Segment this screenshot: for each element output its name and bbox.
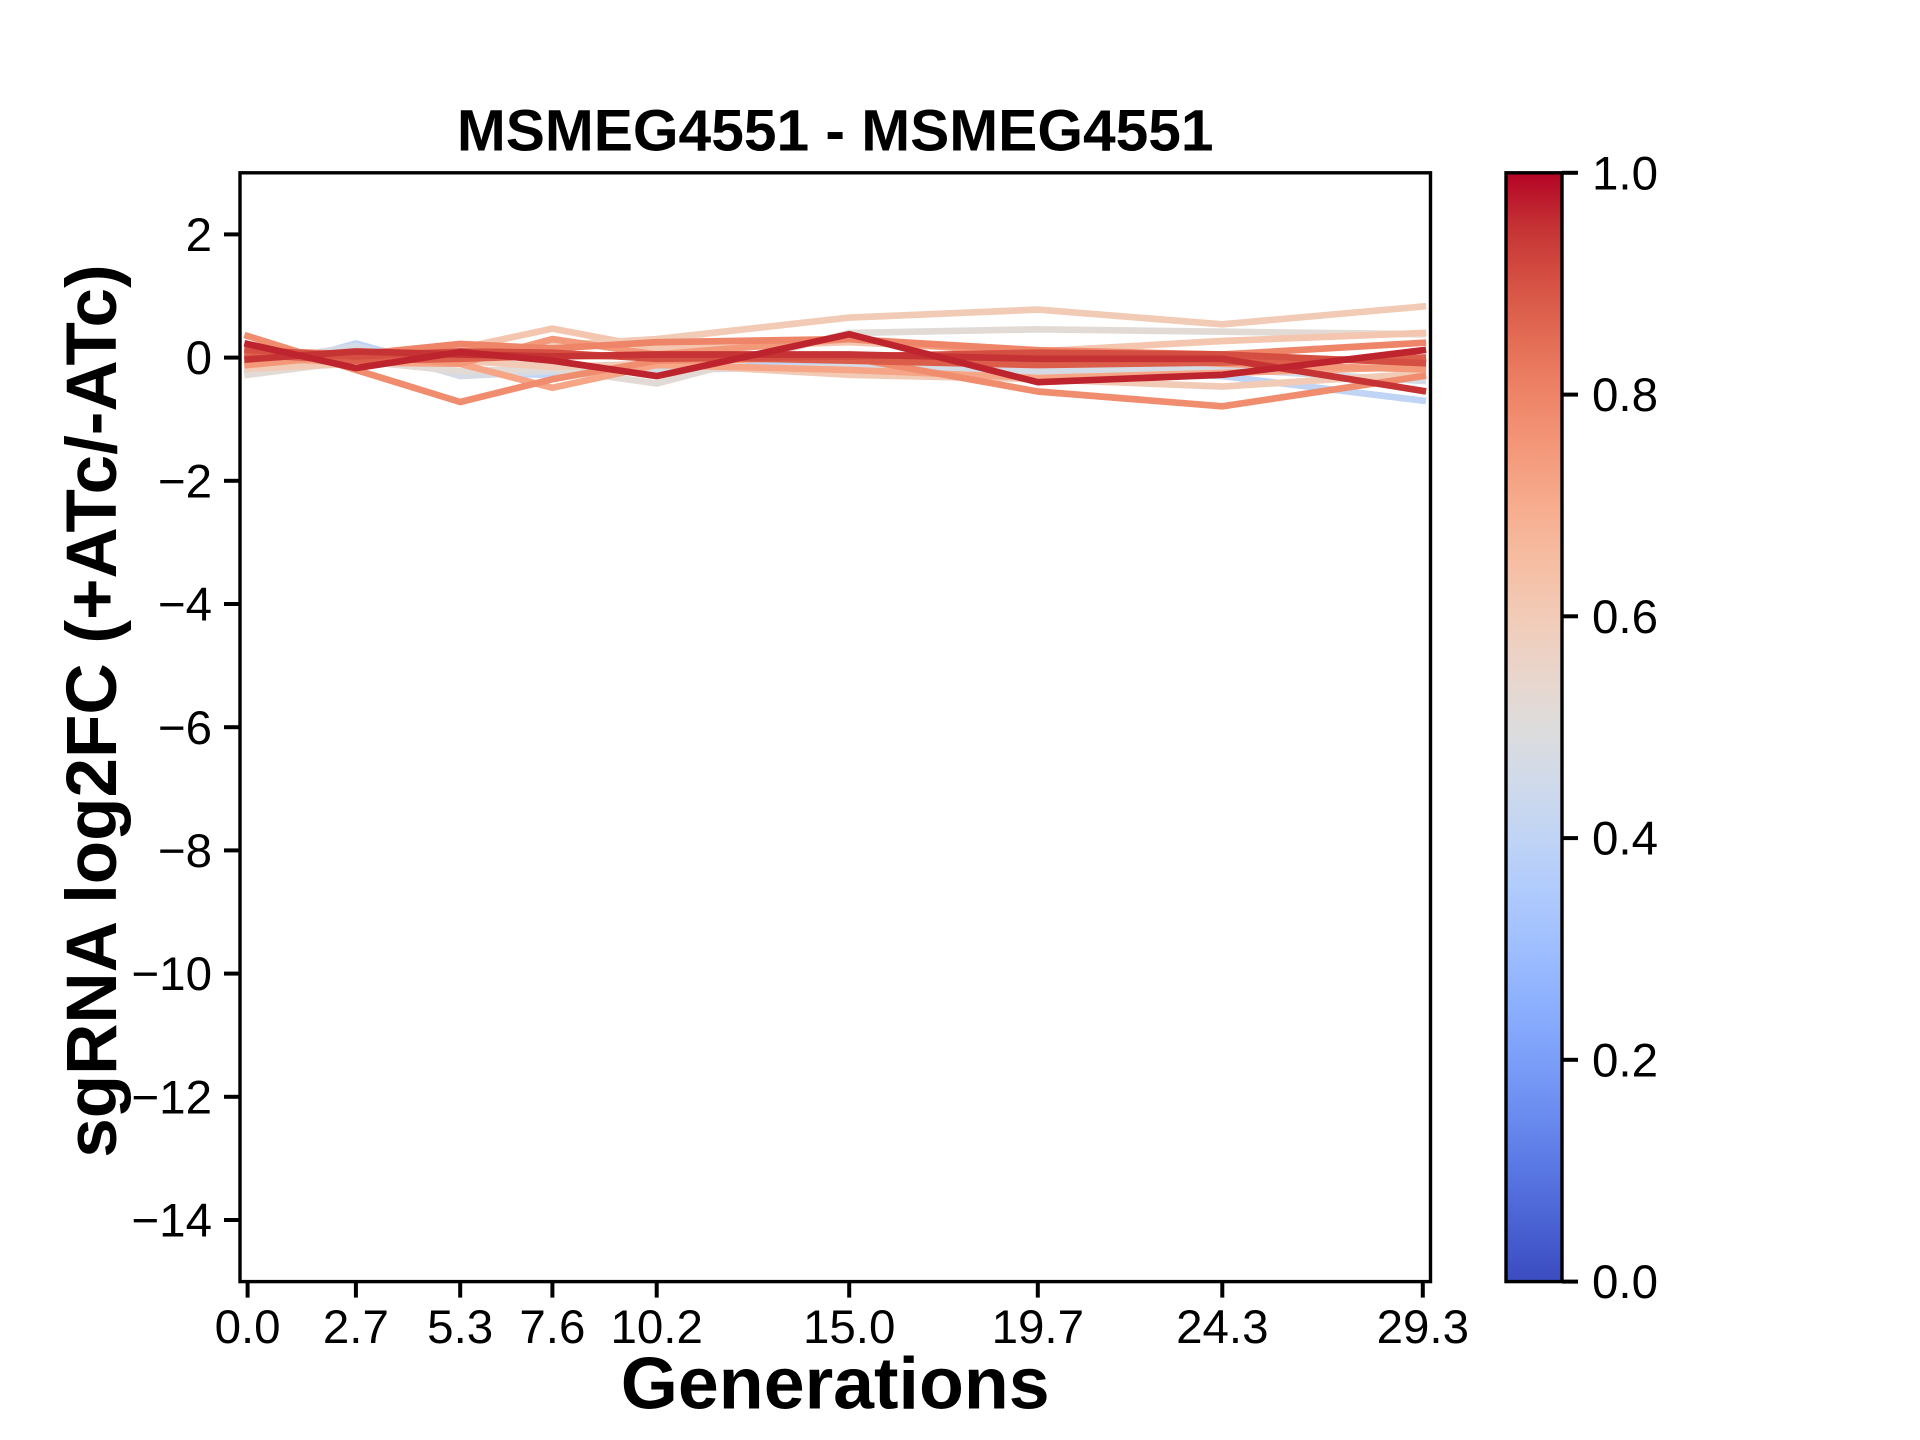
svg-text:−2: −2 <box>158 455 212 508</box>
svg-text:1.0: 1.0 <box>1592 147 1658 200</box>
svg-text:0.2: 0.2 <box>1592 1035 1658 1088</box>
svg-text:−12: −12 <box>131 1071 212 1124</box>
svg-text:sgRNA log2FC (+ATc/-ATc): sgRNA log2FC (+ATc/-ATc) <box>53 264 132 1157</box>
svg-text:5.3: 5.3 <box>427 1301 493 1354</box>
svg-text:2.7: 2.7 <box>323 1301 389 1354</box>
svg-text:10.2: 10.2 <box>610 1301 702 1354</box>
svg-text:Generations: Generations <box>621 1342 1050 1425</box>
svg-text:−4: −4 <box>158 579 212 632</box>
svg-text:2: 2 <box>186 209 212 262</box>
svg-text:0.8: 0.8 <box>1592 369 1658 422</box>
svg-text:−10: −10 <box>131 948 212 1001</box>
svg-text:0.6: 0.6 <box>1592 591 1658 644</box>
svg-text:0.0: 0.0 <box>215 1301 281 1354</box>
svg-text:0.0: 0.0 <box>1592 1256 1658 1309</box>
svg-text:−6: −6 <box>158 702 212 755</box>
svg-text:7.6: 7.6 <box>519 1301 585 1354</box>
svg-text:24.3: 24.3 <box>1176 1301 1268 1354</box>
svg-text:15.0: 15.0 <box>803 1301 895 1354</box>
svg-text:29.3: 29.3 <box>1377 1301 1469 1354</box>
svg-text:−14: −14 <box>131 1195 212 1248</box>
svg-text:0: 0 <box>186 332 212 385</box>
svg-text:−8: −8 <box>158 825 212 878</box>
svg-text:19.7: 19.7 <box>992 1301 1084 1354</box>
svg-text:MSMEG4551 - MSMEG4551: MSMEG4551 - MSMEG4551 <box>457 99 1214 164</box>
svg-text:0.4: 0.4 <box>1592 813 1658 866</box>
